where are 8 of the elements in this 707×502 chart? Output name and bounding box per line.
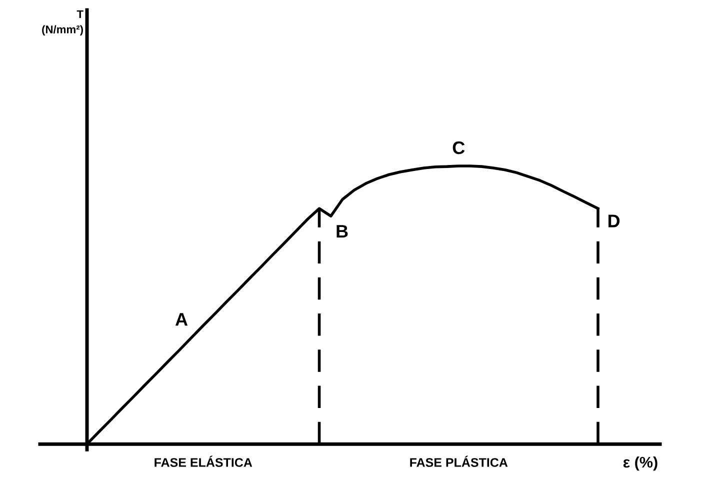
text: C: [452, 141, 465, 154]
text: FASE PLÁSTICA: [410, 456, 508, 467]
text: D: [608, 214, 620, 228]
text: FASE ELÁSTICA: [154, 456, 252, 467]
text: T (N/mm²): [42, 10, 84, 36]
annotation: B: [336, 225, 348, 238]
x-axis-title: ε (%): [623, 456, 658, 471]
annotation: A: [175, 313, 188, 326]
